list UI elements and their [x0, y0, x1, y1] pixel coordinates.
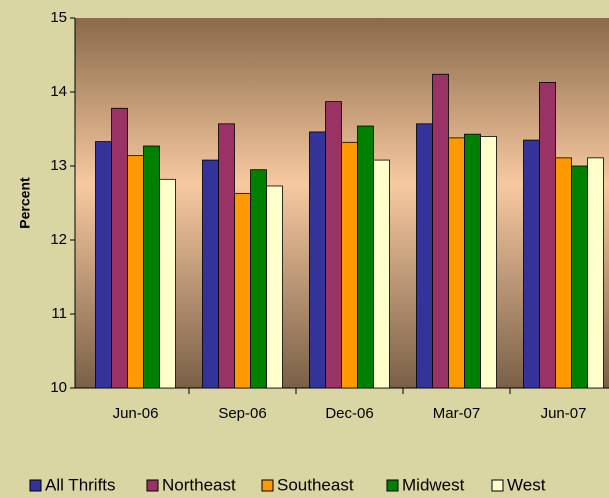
legend-label: All Thrifts	[45, 475, 116, 494]
y-tick-label: 15	[50, 9, 67, 26]
bar	[555, 157, 572, 389]
legend-label: Midwest	[402, 475, 465, 494]
x-tick-label: Jun-06	[113, 405, 159, 422]
bar	[325, 101, 342, 389]
legend-label: West	[507, 475, 546, 494]
bar	[159, 178, 176, 389]
bar	[571, 165, 588, 389]
y-tick-label: 12	[50, 231, 67, 248]
y-axis-label: Percent	[17, 177, 33, 229]
bar	[416, 123, 433, 389]
bar	[373, 159, 390, 389]
legend-swatch	[146, 479, 159, 492]
y-tick-label: 11	[51, 305, 67, 322]
bar	[234, 192, 251, 389]
bar	[539, 81, 556, 389]
bar	[357, 125, 374, 389]
bar	[464, 133, 481, 389]
x-tick-label: Jun-07	[541, 405, 587, 422]
bar	[309, 131, 326, 389]
bar	[266, 185, 283, 389]
bar	[218, 123, 235, 389]
y-tick-label: 14	[50, 83, 67, 100]
bar	[432, 73, 449, 389]
bar	[143, 145, 160, 389]
x-tick-label: Mar-07	[433, 405, 481, 422]
legend-swatch	[29, 479, 42, 492]
legend-label: Southeast	[277, 475, 354, 494]
bar	[448, 137, 465, 389]
legend-swatch	[386, 479, 399, 492]
bar	[250, 169, 267, 389]
bar	[202, 159, 219, 389]
bar	[523, 139, 540, 389]
bar	[127, 155, 144, 389]
y-tick-label: 10	[50, 379, 67, 396]
x-tick-label: Sep-06	[218, 405, 266, 422]
legend-label: Northeast	[162, 475, 236, 494]
bar	[341, 141, 358, 389]
legend-swatch	[261, 479, 274, 492]
bar	[95, 141, 112, 389]
y-tick-label: 13	[50, 157, 67, 174]
x-tick-label: Dec-06	[325, 405, 373, 422]
bar	[480, 135, 497, 389]
legend-swatch	[491, 479, 504, 492]
bar	[111, 107, 128, 389]
bar	[587, 157, 604, 389]
